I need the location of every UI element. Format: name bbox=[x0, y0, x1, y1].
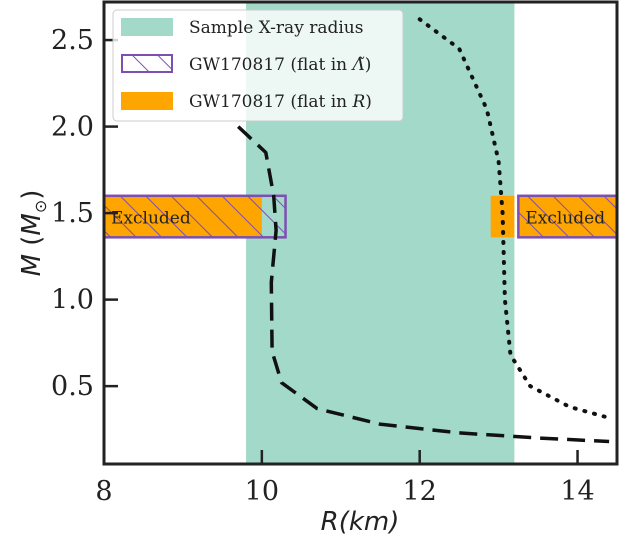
x-tick-label: 12 bbox=[403, 476, 437, 507]
legend-label-gw-r: GW170817 (flat in R) bbox=[189, 92, 372, 112]
excluded-annotation: Excluded bbox=[525, 209, 605, 229]
y-tick-label: 1.5 bbox=[51, 198, 94, 229]
legend-label-xray: Sample X-ray radius bbox=[189, 18, 363, 38]
y-tick-label: 1.0 bbox=[51, 285, 94, 316]
legend-swatch-gw-r bbox=[121, 92, 173, 110]
x-tick-label: 8 bbox=[95, 476, 112, 507]
legend: Sample X-ray radius GW170817 (flat in Λ̃… bbox=[113, 10, 403, 121]
x-axis-label: R(km) bbox=[321, 507, 400, 537]
x-tick-label: 10 bbox=[245, 476, 279, 507]
y-tick-label: 2.5 bbox=[51, 25, 94, 56]
y-axis: 0.5 1.0 1.5 2.0 2.5 bbox=[51, 25, 118, 402]
y-tick-label: 0.5 bbox=[51, 371, 94, 402]
y-axis-label: M (M⊙) bbox=[17, 190, 50, 277]
legend-swatch-xray bbox=[121, 18, 173, 36]
legend-label-gw-lambda: GW170817 (flat in Λ̃) bbox=[189, 55, 371, 75]
legend-swatch-gw-lambda bbox=[122, 55, 172, 72]
excluded-annotation: Excluded bbox=[111, 209, 191, 229]
y-tick-label: 2.0 bbox=[51, 112, 94, 143]
x-tick-label: 14 bbox=[560, 476, 594, 507]
